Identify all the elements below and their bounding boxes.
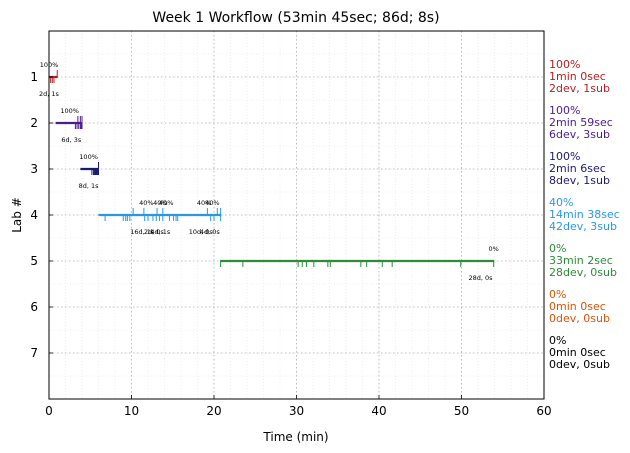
lab-4-percent-label: 40%	[205, 199, 219, 207]
lab-2-summary-line: 6dev, 3sub	[549, 128, 610, 141]
lab-4-detail-label: 4d, 0s	[200, 228, 221, 236]
y-tick-label: 3	[30, 162, 38, 176]
lab-4-percent-label: 40%	[139, 199, 153, 207]
lab-6-summary-line: 0min 0sec	[549, 300, 606, 313]
y-axis-ticks: 1 2 3 4 5 6 7	[30, 70, 53, 360]
lab-4-detail-label: 2d, 0s	[144, 228, 165, 236]
lab-3-percent-label: 100%	[79, 153, 98, 161]
lab-5-summary-line: 28dev, 0sub	[549, 266, 617, 279]
lab-4-detail-label: 10d, 0s	[189, 228, 214, 236]
y-tick-label: 6	[30, 300, 38, 314]
chart-title: Week 1 Workflow (53min 45sec; 86d; 8s)	[152, 10, 439, 26]
lab-1-summary-line: 100%	[549, 58, 580, 71]
lab-3-summary-line: 100%	[549, 150, 580, 163]
lab-7-summary-line: 0dev, 0sub	[549, 358, 610, 371]
lab-2-summary-line: 2min 59sec	[549, 116, 613, 129]
lab-3-detail-label: 8d, 1s	[79, 182, 100, 190]
lab-5-summary-line: 33min 2sec	[549, 254, 613, 267]
lab-7-summary-line: 0%	[549, 334, 566, 347]
lab-1-summary-line: 2dev, 1sub	[549, 82, 610, 95]
x-tick-label: 60	[536, 404, 551, 418]
lab-2-detail-label: 6d, 3s	[61, 136, 82, 144]
lab-4-detail-label: 16d, 1s	[130, 228, 155, 236]
lab-4-summary-line: 14min 38sec	[549, 208, 620, 221]
x-tick-label: 30	[289, 404, 304, 418]
y-axis-label: Lab #	[10, 197, 24, 233]
lab-7-summary-line: 0min 0sec	[549, 346, 606, 359]
lab-4-detail-label: 4d, 1s	[150, 228, 171, 236]
lab-3-summary-line: 2min 6sec	[549, 162, 606, 175]
y-tick-label: 1	[30, 70, 38, 84]
x-tick-label: 10	[124, 404, 139, 418]
lab-6-summary-line: 0dev, 0sub	[549, 312, 610, 325]
lab-4-summary-line: 42dev, 3sub	[549, 220, 617, 233]
x-tick-label: 50	[454, 404, 469, 418]
lab-2-percent-label: 100%	[60, 107, 79, 115]
lab-2-summary-line: 100%	[549, 104, 580, 117]
y-tick-label: 2	[30, 116, 38, 130]
lab-5-detail-label: 28d, 0s	[468, 274, 493, 282]
x-tick-label: 40	[371, 404, 386, 418]
x-axis-ticks: 0 10 20 30 40 50 60	[45, 395, 552, 418]
lab-4-percent-label: 40%	[197, 199, 211, 207]
lab-5-percent-label: 0%	[489, 245, 499, 253]
lab-6-summary-line: 0%	[549, 288, 566, 301]
y-tick-label: 5	[30, 254, 38, 268]
x-tick-label: 20	[206, 404, 221, 418]
lab-4-percent-label: 40%	[153, 199, 167, 207]
lab-4-percent-label: 40%	[159, 199, 173, 207]
y-tick-label: 4	[30, 208, 38, 222]
lab-4-summary-line: 40%	[549, 196, 573, 209]
x-axis-label: Time (min)	[262, 430, 328, 444]
lab-5-summary-line: 0%	[549, 242, 566, 255]
lab-1-summary-line: 1min 0sec	[549, 70, 606, 83]
lab-3-summary-line: 8dev, 1sub	[549, 174, 610, 187]
x-tick-label: 0	[45, 404, 53, 418]
y-tick-label: 7	[30, 346, 38, 360]
